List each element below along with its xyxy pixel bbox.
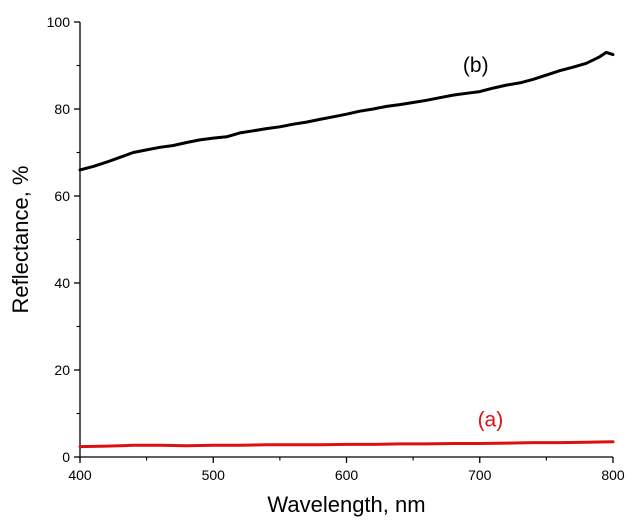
- series-b-line: [78, 50, 615, 172]
- y-axis-ticks: 0 20 40 60 80 100: [47, 14, 80, 465]
- series-b-label: (b): [463, 54, 489, 77]
- x-tick-label: 800: [601, 467, 625, 483]
- y-tick-label: 0: [62, 449, 70, 465]
- y-tick-label: 100: [47, 14, 71, 30]
- y-tick-label: 20: [54, 362, 70, 378]
- y-axis-label: Reflectance, %: [8, 166, 33, 314]
- axes: [79, 22, 613, 458]
- series-labels: (a) (b): [463, 54, 503, 432]
- x-tick-label: 500: [202, 467, 226, 483]
- series-a-label: (a): [478, 409, 504, 432]
- series-a-line: [78, 440, 615, 449]
- y-tick-label: 60: [54, 188, 70, 204]
- series-lines: [78, 50, 615, 449]
- x-axis-ticks: 400 500 600 700 800: [68, 457, 625, 483]
- y-tick-label: 40: [54, 275, 70, 291]
- y-tick-label: 80: [54, 101, 70, 117]
- x-tick-label: 700: [468, 467, 492, 483]
- x-tick-label: 400: [68, 467, 92, 483]
- x-tick-label: 600: [335, 467, 359, 483]
- x-axis-label: Wavelength, nm: [267, 492, 425, 517]
